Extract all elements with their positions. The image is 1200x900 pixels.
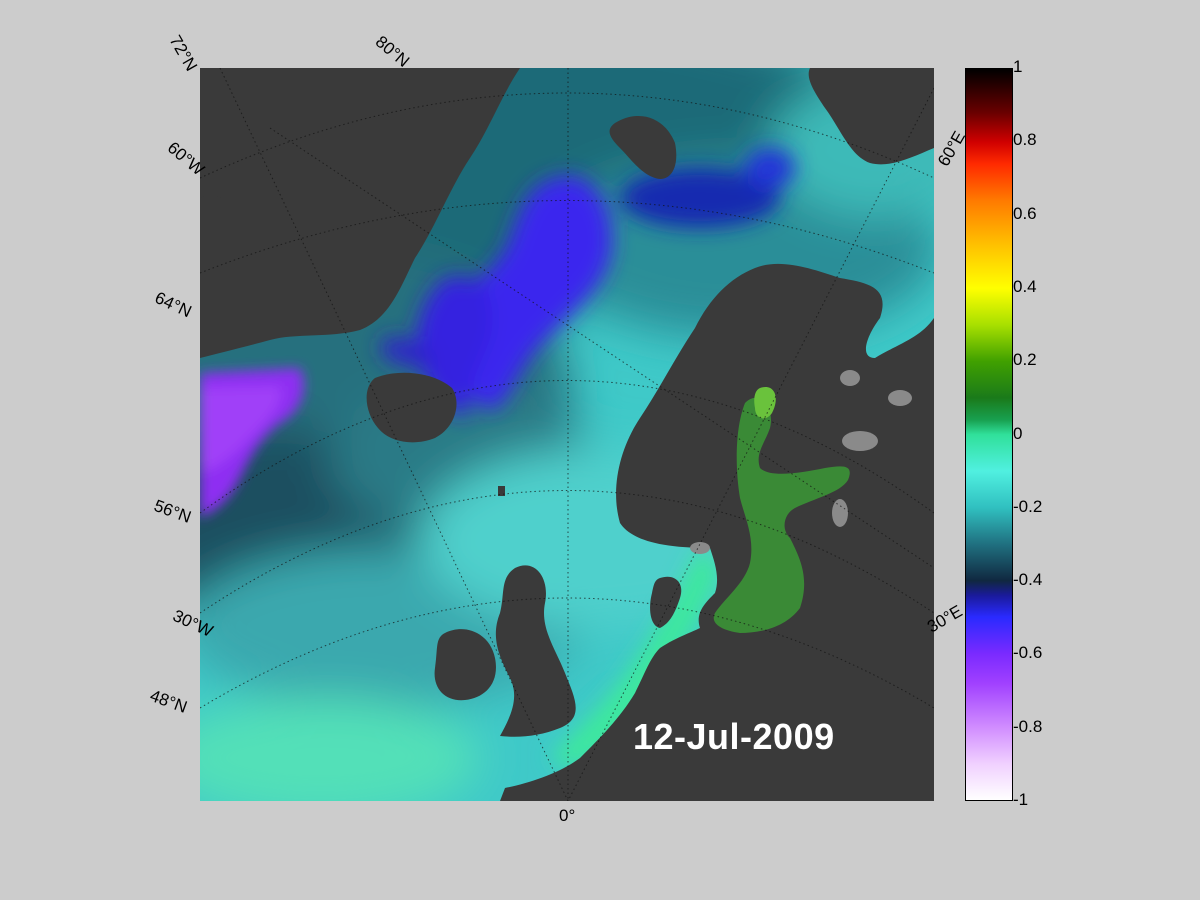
denmark-landmass [650, 576, 682, 628]
colorbar-tick-label: -0.6 [1013, 643, 1043, 663]
lat-label-48n: 48°N [147, 686, 190, 717]
baltic-sea [713, 397, 850, 633]
colorbar [965, 68, 1013, 801]
svalbard-landmass [609, 115, 677, 179]
great-britain-landmass [495, 565, 576, 737]
bothnia-gulf [754, 387, 776, 419]
colorbar-tick-label: -1 [1013, 790, 1029, 809]
colorbar-tick-label: 0 [1013, 423, 1023, 443]
colorbar-tick-label: 0.8 [1013, 130, 1037, 150]
ireland-landmass [434, 629, 496, 701]
europe-landmass [500, 148, 934, 801]
lat-label-80n: 80°N [371, 32, 414, 71]
map-panel: 12-Jul-2009 [200, 68, 934, 801]
colorbar-tick-label: 0.4 [1013, 276, 1037, 296]
colorbar-tick-label: -0.2 [1013, 496, 1043, 516]
iceland-landmass [366, 372, 457, 443]
date-label: 12-Jul-2009 [633, 716, 835, 757]
lat-label-72n: 72°N [165, 32, 201, 75]
lakes [690, 370, 912, 554]
colorbar-tick-label: 0.2 [1013, 350, 1037, 370]
lon-label-0: 0° [559, 806, 576, 825]
colorbar-tick-label: -0.4 [1013, 570, 1043, 590]
baffin-landmass [200, 195, 233, 263]
colorbar-tick-label: -0.8 [1013, 716, 1043, 736]
graticule [200, 68, 934, 801]
colorbar-tick-label: 1 [1013, 57, 1023, 76]
lat-label-56n: 56°N [151, 496, 194, 527]
greenland-landmass [200, 68, 520, 358]
map-canvas [200, 68, 934, 801]
faroe-islands [498, 486, 505, 496]
colorbar-tick-label: 0.6 [1013, 203, 1037, 223]
violet-anomaly-patch [200, 368, 304, 518]
lat-label-64n: 64°N [151, 288, 195, 322]
novaya-zemlya-landmass [808, 68, 934, 165]
